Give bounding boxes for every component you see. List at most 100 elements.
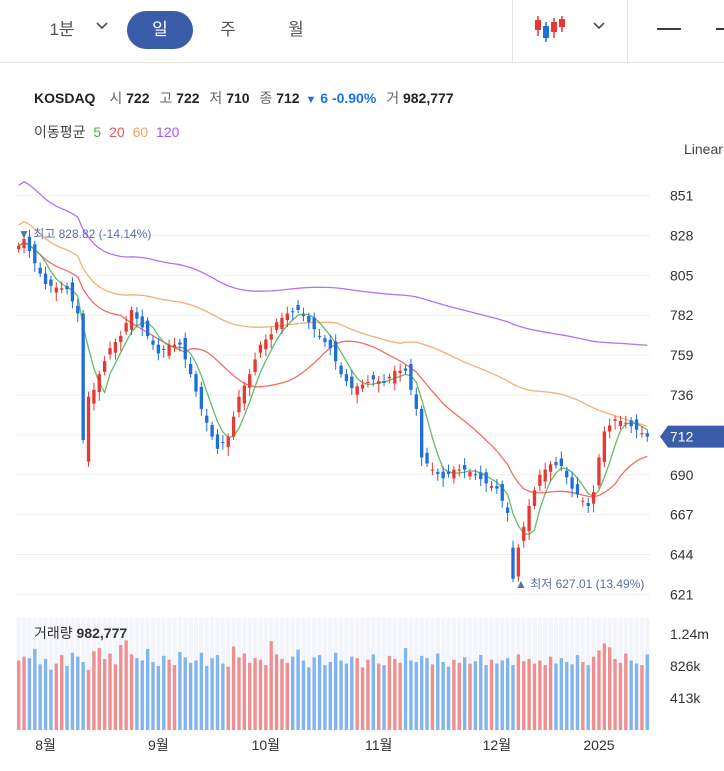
volume-bar: [548, 656, 553, 730]
candle: [129, 306, 134, 336]
candle: [602, 426, 606, 468]
candle-body: [522, 526, 526, 541]
candle: [538, 469, 542, 492]
volume-bar: [538, 660, 542, 730]
volume-bar: [505, 658, 510, 730]
volume-label: 거래량 982,777: [34, 625, 127, 641]
candle: [60, 281, 64, 294]
timeframe-week[interactable]: 주: [220, 20, 236, 39]
scale-mode-toggle[interactable]: Linear: [684, 141, 723, 157]
volume-bar: [575, 655, 580, 730]
line-tool-icon[interactable]: [657, 26, 683, 32]
candle: [49, 276, 53, 293]
ma20-label: 20: [109, 124, 125, 140]
candle-body: [532, 490, 537, 506]
volume-bar: [377, 663, 381, 730]
volume-bar: [167, 659, 171, 730]
candle-body: [65, 286, 69, 290]
ma-legend[interactable]: 이동평균 5 20 60 120: [34, 122, 179, 142]
candle: [350, 369, 354, 395]
line-tool-icon-2[interactable]: [714, 26, 724, 32]
volume-bar: [425, 658, 429, 730]
candle: [97, 370, 101, 401]
x-tick-label: 2025: [583, 737, 614, 753]
candle-body: [242, 385, 247, 404]
candle: [409, 358, 413, 395]
volume-bar: [65, 665, 69, 730]
candle-body: [505, 507, 510, 513]
y-tick-label: 828: [670, 227, 694, 243]
candle: [452, 466, 456, 484]
candle-body: [382, 381, 386, 383]
candle: [393, 365, 397, 391]
candle: [554, 456, 558, 469]
volume-bar: [269, 641, 273, 730]
volume-bar: [543, 665, 547, 730]
candle-body: [570, 477, 574, 489]
candle: [226, 433, 230, 456]
candle-body: [205, 415, 209, 423]
candle-body: [473, 474, 478, 476]
candle: [640, 426, 644, 438]
candle: [489, 480, 494, 492]
candle: [242, 381, 247, 411]
volume-bar: [188, 662, 193, 730]
candle-body: [371, 375, 375, 380]
candle: [371, 371, 375, 387]
chevron-down-icon[interactable]: [592, 18, 606, 32]
candle-body: [167, 344, 171, 356]
candle-body: [436, 471, 440, 474]
candle-body: [102, 361, 107, 372]
candle-body: [135, 312, 139, 319]
candle-body: [221, 441, 225, 443]
candle: [291, 307, 295, 321]
candle: [76, 298, 80, 323]
candlestick-chart-icon[interactable]: [533, 14, 567, 44]
volume-bar: [49, 669, 53, 730]
candle: [398, 363, 402, 382]
candle: [253, 352, 257, 376]
candle-body: [457, 469, 461, 471]
candle-body: [355, 386, 359, 395]
candle: [113, 338, 118, 360]
volume-bar: [629, 660, 633, 730]
candle-body: [291, 311, 295, 313]
candle-body: [602, 431, 606, 462]
candle-body: [452, 469, 456, 479]
current-price-tag: [660, 425, 724, 448]
candle-body: [559, 458, 564, 467]
candle: [505, 502, 510, 522]
timeframe-1min[interactable]: 1분: [49, 20, 75, 39]
volume-bar: [613, 658, 617, 730]
candle-body: [495, 486, 499, 489]
volume-bar: [360, 667, 365, 730]
candle: [575, 477, 580, 499]
low-label: 저: [209, 90, 223, 106]
candle-body: [328, 339, 332, 349]
timeframe-day[interactable]: 일: [127, 11, 193, 49]
volume-bar: [119, 645, 123, 730]
x-tick-label: 9월: [148, 737, 169, 753]
timeframe-month[interactable]: 월: [288, 20, 304, 39]
ma5-line: [18, 241, 648, 536]
volume-bar: [60, 655, 64, 730]
candle-body: [178, 342, 182, 345]
change-value: 6: [320, 90, 329, 106]
candle: [419, 405, 424, 467]
volume-bar: [489, 659, 494, 730]
candle-body: [334, 341, 338, 362]
candle: [586, 497, 590, 513]
candle: [366, 375, 370, 388]
candle: [108, 341, 112, 360]
chevron-down-icon[interactable]: [95, 18, 109, 32]
candle-body: [640, 433, 644, 435]
current-price-label: 712: [670, 429, 694, 445]
volume-bar: [172, 665, 177, 730]
candle: [634, 414, 639, 439]
candle: [548, 460, 553, 481]
y-tick-label: 851: [670, 188, 694, 204]
volume-bar: [393, 658, 397, 730]
candle: [382, 374, 386, 387]
candle: [264, 334, 268, 357]
